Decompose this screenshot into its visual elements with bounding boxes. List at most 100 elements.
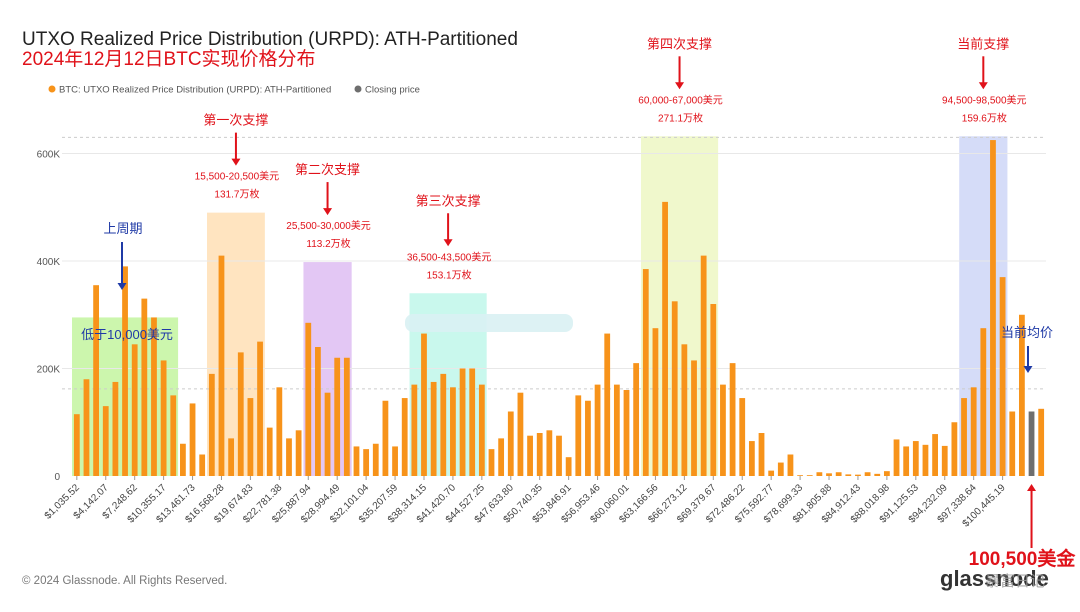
bar [585,400,591,476]
bar [160,360,167,476]
bar [874,473,881,476]
bar [401,398,408,476]
bar [980,328,987,476]
bar [315,347,321,476]
y-tick-label: 400K [37,257,61,268]
bar [546,430,553,476]
bar [739,398,746,476]
bar [324,392,331,476]
bar [112,381,119,476]
bar [903,446,910,476]
bar [353,446,360,476]
gridlines: 0 200K 400K 600K [37,136,1046,483]
bar [594,384,601,476]
support-arrow-3-head [443,239,453,247]
bar [990,140,996,476]
support-amount-4: 271.1万枚 [658,111,703,124]
bar [189,403,196,476]
bar [392,446,398,476]
bar [613,384,620,476]
support-band-1 [207,212,265,476]
bar [151,317,157,476]
bar [642,269,649,476]
bar [199,454,206,476]
bar [941,445,948,476]
support-arrow-5-head [978,82,988,90]
bar [382,400,389,476]
y-tick-label: 0 [54,472,60,483]
bar [845,474,852,476]
support-range-2: 25,500-30,000美元 [286,219,371,232]
current-average-label: 当前均价 [1001,325,1053,340]
legend-swatch-urpd [48,85,56,93]
support-arrow-2-head [323,208,333,216]
redaction-smudge [405,314,573,332]
closing-price-arrow-head [1027,484,1037,491]
bar [343,357,350,476]
bar [922,444,929,476]
bar [633,363,640,476]
bar [951,422,958,476]
bar [768,470,775,476]
bar [1009,411,1016,476]
bar [276,387,283,476]
bar [912,441,919,476]
support-arrow-4-head [675,82,685,90]
bar [228,438,235,476]
y-tick-label: 600K [37,150,61,161]
bar [93,285,100,476]
bar [893,439,900,476]
bar [517,392,524,476]
bar [671,301,678,476]
copyright-text: © 2024 Glassnode. All Rights Reserved. [22,575,227,587]
bar [180,443,186,476]
bar [575,395,582,476]
support-range-1: 15,500-20,500美元 [195,170,280,183]
bar [469,368,476,476]
bar [999,277,1006,476]
support-range-3: 36,500-43,500美元 [407,250,492,263]
chart-subtitle: 2024年12月12日BTC实现价格分布 [22,48,316,70]
bar [883,471,890,476]
bar [748,441,755,476]
bar [536,433,543,476]
bar [729,363,736,476]
bar [691,360,697,476]
bar [777,462,784,476]
bar [970,387,977,476]
bar [286,438,292,476]
bar [652,328,659,476]
current-average-arrow-head [1023,366,1033,373]
bar [662,201,668,476]
y-tick-label: 200K [37,365,61,376]
support-range-5: 94,500-98,500美元 [942,93,1027,106]
bar [459,368,466,476]
bar [507,411,514,476]
watermark-text: 暴富日记 [985,572,1045,590]
bar [932,434,938,476]
bar [218,255,225,476]
bar [720,384,726,476]
bar [411,384,418,476]
support-heading-1: 第一次支撑 [203,113,268,128]
bar [305,322,312,476]
bar [102,406,109,476]
bar [806,475,813,476]
previous-cycle-arrow-head [117,283,127,290]
support-heading-5: 当前支撑 [957,36,1009,51]
bar [758,433,765,476]
bar [363,449,370,476]
previous-cycle-label: 上周期 [103,221,142,236]
bar [623,390,630,476]
bar [787,454,794,476]
bar [556,435,562,476]
support-heading-3: 第三次支撑 [416,193,481,208]
bar [83,379,90,476]
bar [1038,408,1045,476]
x-axis: $1,035.52$4,142.07$7,248.62$10,355.17$13… [43,476,1008,529]
bar [527,435,533,476]
bar [141,298,148,476]
bar [864,472,871,476]
bar [797,475,803,476]
